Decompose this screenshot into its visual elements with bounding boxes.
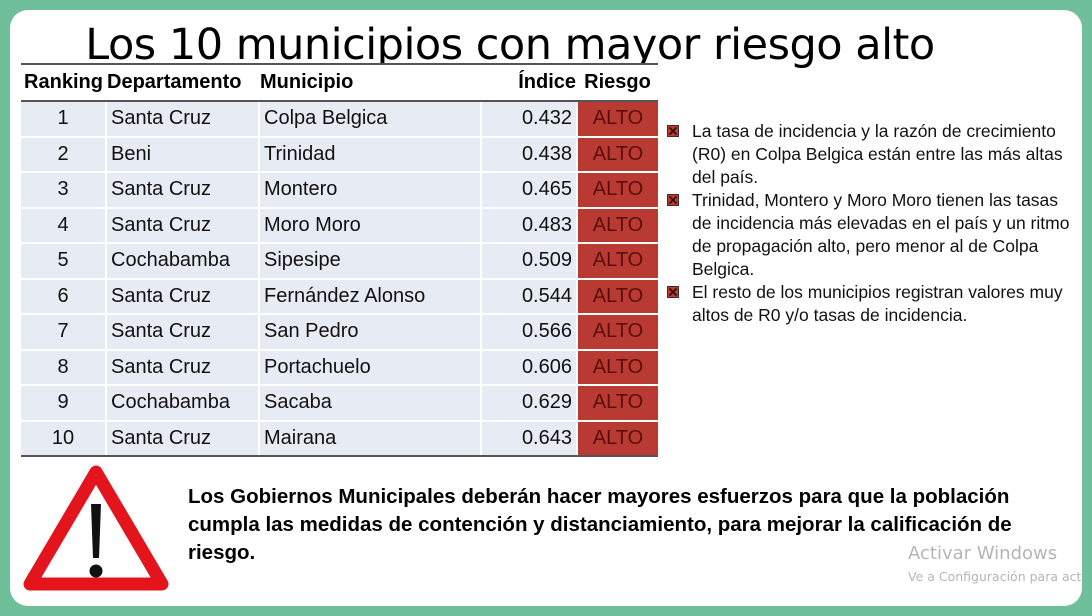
table-row: 5 Cochabamba Sipesipe 0.509 ALTO [21,243,658,280]
cell-departamento: Santa Cruz [105,278,259,315]
notice-text: Los Gobiernos Municipales deberán hacer … [188,485,1012,564]
cell-departamento: Cochabamba [105,243,259,280]
cell-riesgo: ALTO [576,278,658,315]
checkbox-x-icon [667,125,679,137]
cell-riesgo: ALTO [576,243,658,280]
cell-municipio: Fernández Alonso [258,278,481,315]
activation-watermark-title: Activar Windows [908,543,1058,564]
table-row: 4 Santa Cruz Moro Moro 0.483 ALTO [21,207,658,244]
ranking-table: Ranking Departamento Municipio Índice Ri… [21,63,658,457]
cell-ranking: 3 [21,172,106,209]
cell-departamento: Santa Cruz [105,101,259,138]
cell-departamento: Santa Cruz [105,207,259,244]
bullet-item: La tasa de incidencia y la razón de crec… [665,120,1075,189]
cell-riesgo: ALTO [576,101,658,138]
cell-indice: 0.465 [480,172,577,209]
cell-indice: 0.509 [480,243,577,280]
cell-municipio: Mairana [258,420,481,457]
cell-departamento: Santa Cruz [105,314,259,351]
cell-departamento: Beni [105,136,259,173]
cell-riesgo: ALTO [576,207,658,244]
cell-municipio: Sacaba [258,385,481,422]
cell-indice: 0.483 [480,207,577,244]
table-row: 10 Santa Cruz Mairana 0.643 ALTO [21,420,658,457]
checkbox-x-icon [667,194,679,206]
cell-municipio: Montero [258,172,481,209]
cell-riesgo: ALTO [576,172,658,209]
cell-indice: 0.643 [480,420,577,457]
cell-ranking: 6 [21,278,106,315]
cell-indice: 0.544 [480,278,577,315]
table-row: 9 Cochabamba Sacaba 0.629 ALTO [21,385,658,422]
cell-riesgo: ALTO [576,349,658,386]
cell-municipio: Trinidad [258,136,481,173]
bullet-item: Trinidad, Montero y Moro Moro tienen las… [665,189,1075,281]
cell-riesgo: ALTO [576,385,658,422]
table-header-row: Ranking Departamento Municipio Índice Ri… [21,63,658,102]
table-row: 3 Santa Cruz Montero 0.465 ALTO [21,172,658,209]
slide: Los 10 municipios con mayor riesgo alto … [10,10,1082,606]
cell-ranking: 5 [21,243,106,280]
cell-ranking: 7 [21,314,106,351]
cell-municipio: Colpa Belgica [258,101,481,138]
cell-ranking: 1 [21,101,106,138]
header-municipio: Municipio [259,63,481,102]
cell-indice: 0.432 [480,101,577,138]
cell-ranking: 4 [21,207,106,244]
cell-ranking: 9 [21,385,106,422]
header-indice: Índice [481,63,577,102]
table-row: 6 Santa Cruz Fernández Alonso 0.544 ALTO [21,278,658,315]
cell-riesgo: ALTO [576,136,658,173]
cell-indice: 0.566 [480,314,577,351]
cell-riesgo: ALTO [576,314,658,351]
cell-indice: 0.438 [480,136,577,173]
cell-indice: 0.606 [480,349,577,386]
cell-ranking: 8 [21,349,106,386]
header-riesgo: Riesgo [577,63,658,102]
bullet-text: El resto de los municipios registran val… [692,282,1063,325]
activation-watermark-subtitle: Ve a Configuración para activar Windows. [908,569,1082,584]
cell-departamento: Santa Cruz [105,349,259,386]
cell-municipio: Moro Moro [258,207,481,244]
cell-municipio: San Pedro [258,314,481,351]
cell-municipio: Portachuelo [258,349,481,386]
checkbox-x-icon [667,286,679,298]
cell-riesgo: ALTO [576,420,658,457]
cell-ranking: 2 [21,136,106,173]
bullet-text: Trinidad, Montero y Moro Moro tienen las… [692,190,1070,279]
bullet-item: El resto de los municipios registran val… [665,281,1075,327]
header-ranking: Ranking [21,63,106,102]
header-departamento: Departamento [106,63,259,102]
cell-ranking: 10 [21,420,106,457]
table-row: 1 Santa Cruz Colpa Belgica 0.432 ALTO [21,101,658,138]
cell-indice: 0.629 [480,385,577,422]
cell-departamento: Santa Cruz [105,172,259,209]
cell-departamento: Santa Cruz [105,420,259,457]
cell-departamento: Cochabamba [105,385,259,422]
table-row: 8 Santa Cruz Portachuelo 0.606 ALTO [21,349,658,386]
table-row: 7 Santa Cruz San Pedro 0.566 ALTO [21,314,658,351]
warning-triangle-icon [22,462,170,594]
slide-title: Los 10 municipios con mayor riesgo alto [85,20,935,70]
cell-municipio: Sipesipe [258,243,481,280]
bullet-list: La tasa de incidencia y la razón de crec… [665,120,1075,327]
bullet-text: La tasa de incidencia y la razón de crec… [692,121,1063,187]
table-row: 2 Beni Trinidad 0.438 ALTO [21,136,658,173]
